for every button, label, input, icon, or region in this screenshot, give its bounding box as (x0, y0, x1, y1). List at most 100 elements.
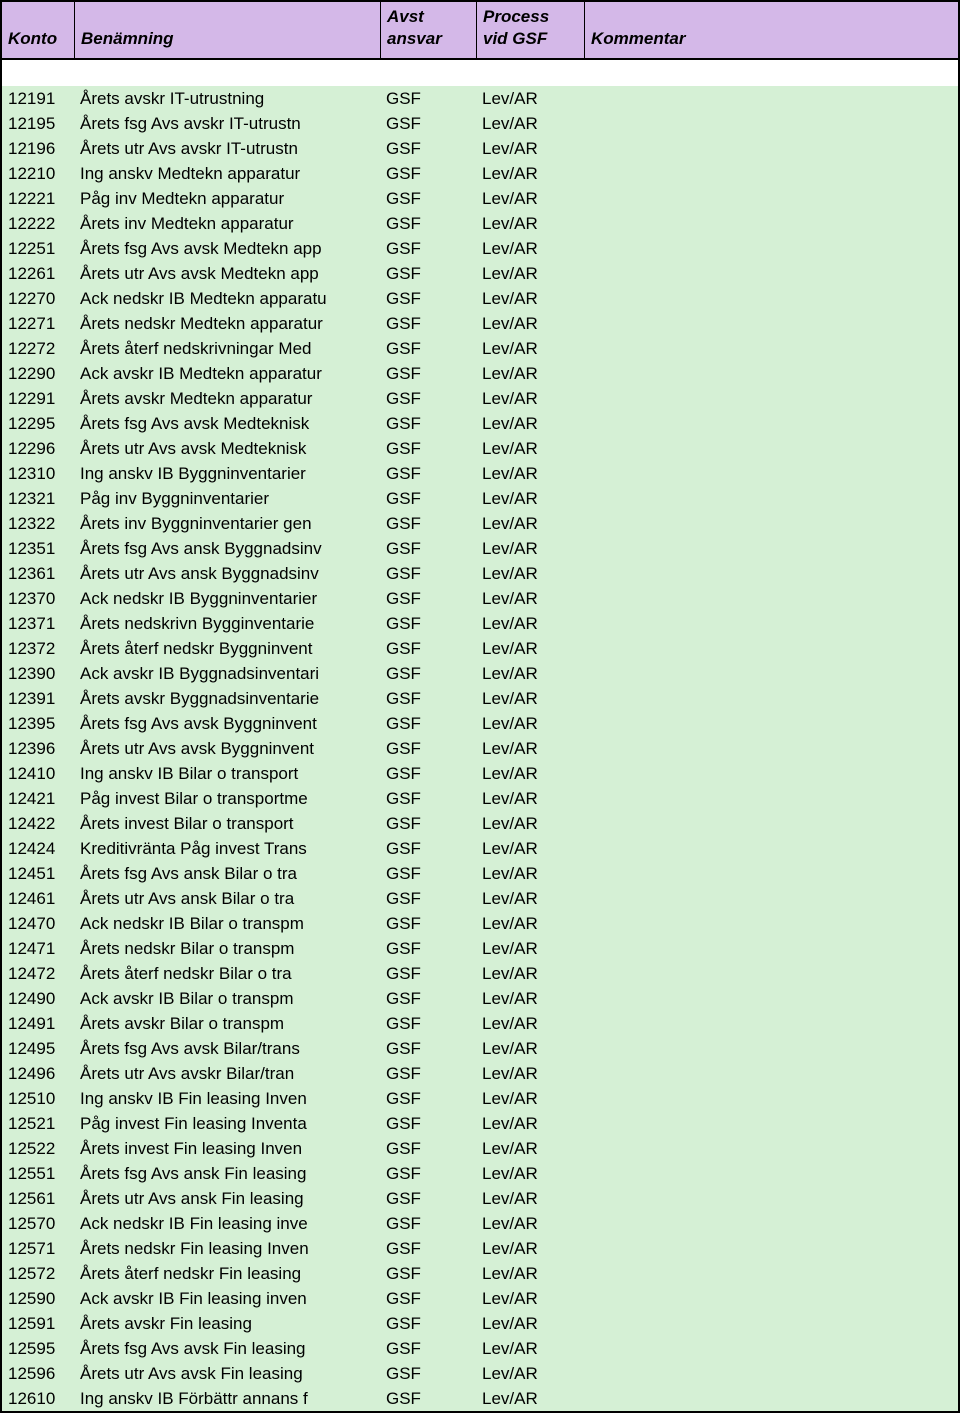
cell-avst: GSF (380, 439, 476, 459)
cell-avst: GSF (380, 664, 476, 684)
table-row: 12396Årets utr Avs avsk ByggninventGSFLe… (2, 736, 958, 761)
cell-avst: GSF (380, 1389, 476, 1409)
cell-avst: GSF (380, 889, 476, 909)
cell-process: Lev/AR (476, 1389, 584, 1409)
cell-konto: 12495 (2, 1039, 74, 1059)
cell-process: Lev/AR (476, 239, 584, 259)
cell-avst: GSF (380, 614, 476, 634)
cell-benamning: Årets avskr Medtekn apparatur (74, 389, 380, 409)
cell-benamning: Ing anskv Medtekn apparatur (74, 164, 380, 184)
table-row: 12424Kreditivränta Påg invest TransGSFLe… (2, 836, 958, 861)
cell-konto: 12195 (2, 114, 74, 134)
cell-benamning: Årets återf nedskr Bilar o tra (74, 964, 380, 984)
cell-konto: 12551 (2, 1164, 74, 1184)
table-row: 12490Ack avskr IB Bilar o transpmGSFLev/… (2, 986, 958, 1011)
cell-avst: GSF (380, 564, 476, 584)
cell-konto: 12496 (2, 1064, 74, 1084)
cell-konto: 12196 (2, 139, 74, 159)
cell-avst: GSF (380, 689, 476, 709)
cell-avst: GSF (380, 989, 476, 1009)
cell-benamning: Årets återf nedskrivningar Med (74, 339, 380, 359)
header-process: Process vid GSF (476, 2, 584, 58)
table-row: 12495Årets fsg Avs avsk Bilar/transGSFLe… (2, 1036, 958, 1061)
cell-benamning: Årets utr Avs avskr Bilar/tran (74, 1064, 380, 1084)
cell-process: Lev/AR (476, 1039, 584, 1059)
cell-process: Lev/AR (476, 939, 584, 959)
cell-benamning: Årets utr Avs avsk Byggninvent (74, 739, 380, 759)
cell-konto: 12510 (2, 1089, 74, 1109)
cell-process: Lev/AR (476, 1189, 584, 1209)
header-process-line2: vid GSF (483, 28, 578, 50)
cell-process: Lev/AR (476, 839, 584, 859)
table-row: 12296Årets utr Avs avsk MedtekniskGSFLev… (2, 436, 958, 461)
cell-konto: 12596 (2, 1364, 74, 1384)
cell-process: Lev/AR (476, 889, 584, 909)
cell-process: Lev/AR (476, 1139, 584, 1159)
table-row: 12491Årets avskr Bilar o transpmGSFLev/A… (2, 1011, 958, 1036)
cell-avst: GSF (380, 1039, 476, 1059)
cell-benamning: Årets utr Avs ansk Byggnadsinv (74, 564, 380, 584)
cell-avst: GSF (380, 939, 476, 959)
cell-avst: GSF (380, 1314, 476, 1334)
cell-benamning: Årets nedskr Fin leasing Inven (74, 1239, 380, 1259)
cell-process: Lev/AR (476, 1239, 584, 1259)
table-row: 12551Årets fsg Avs ansk Fin leasingGSFLe… (2, 1161, 958, 1186)
cell-process: Lev/AR (476, 1289, 584, 1309)
cell-process: Lev/AR (476, 989, 584, 1009)
cell-avst: GSF (380, 1139, 476, 1159)
cell-konto: 12521 (2, 1114, 74, 1134)
cell-process: Lev/AR (476, 289, 584, 309)
cell-benamning: Årets fsg Avs avsk Fin leasing (74, 1339, 380, 1359)
cell-process: Lev/AR (476, 789, 584, 809)
cell-avst: GSF (380, 1289, 476, 1309)
cell-avst: GSF (380, 839, 476, 859)
table-row: 12470Ack nedskr IB Bilar o transpmGSFLev… (2, 911, 958, 936)
cell-avst: GSF (380, 639, 476, 659)
cell-process: Lev/AR (476, 639, 584, 659)
cell-process: Lev/AR (476, 714, 584, 734)
cell-benamning: Årets avskr Fin leasing (74, 1314, 380, 1334)
cell-konto: 12395 (2, 714, 74, 734)
cell-avst: GSF (380, 1239, 476, 1259)
cell-konto: 12471 (2, 939, 74, 959)
table-row: 12390Ack avskr IB ByggnadsinventariGSFLe… (2, 661, 958, 686)
cell-benamning: Ack nedskr IB Byggninventarier (74, 589, 380, 609)
table-row: 12471Årets nedskr Bilar o transpmGSFLev/… (2, 936, 958, 961)
cell-benamning: Påg invest Fin leasing Inventa (74, 1114, 380, 1134)
cell-process: Lev/AR (476, 189, 584, 209)
cell-benamning: Årets utr Avs ansk Fin leasing (74, 1189, 380, 1209)
cell-konto: 12390 (2, 664, 74, 684)
cell-benamning: Årets inv Byggninventarier gen (74, 514, 380, 534)
cell-avst: GSF (380, 1189, 476, 1209)
cell-benamning: Årets inv Medtekn apparatur (74, 214, 380, 234)
cell-process: Lev/AR (476, 1364, 584, 1384)
cell-konto: 12222 (2, 214, 74, 234)
cell-konto: 12590 (2, 1289, 74, 1309)
cell-benamning: Ack avskr IB Bilar o transpm (74, 989, 380, 1009)
cell-avst: GSF (380, 814, 476, 834)
cell-konto: 12424 (2, 839, 74, 859)
cell-avst: GSF (380, 489, 476, 509)
table-row: 12291Årets avskr Medtekn apparaturGSFLev… (2, 386, 958, 411)
cell-process: Lev/AR (476, 1014, 584, 1034)
cell-konto: 12372 (2, 639, 74, 659)
cell-avst: GSF (380, 1339, 476, 1359)
cell-process: Lev/AR (476, 1339, 584, 1359)
cell-benamning: Ing anskv IB Förbättr annans f (74, 1389, 380, 1409)
cell-avst: GSF (380, 589, 476, 609)
cell-benamning: Årets avskr IT-utrustning (74, 89, 380, 109)
cell-avst: GSF (380, 1114, 476, 1134)
table-row: 12570Ack nedskr IB Fin leasing inveGSFLe… (2, 1211, 958, 1236)
cell-avst: GSF (380, 164, 476, 184)
spacer-row (2, 60, 958, 86)
cell-avst: GSF (380, 464, 476, 484)
table-row: 12196Årets utr Avs avskr IT-utrustnGSFLe… (2, 136, 958, 161)
table-row: 12270Ack nedskr IB Medtekn apparatuGSFLe… (2, 286, 958, 311)
cell-konto: 12271 (2, 314, 74, 334)
cell-avst: GSF (380, 139, 476, 159)
table-row: 12410Ing anskv IB Bilar o transportGSFLe… (2, 761, 958, 786)
cell-konto: 12221 (2, 189, 74, 209)
cell-konto: 12295 (2, 414, 74, 434)
cell-avst: GSF (380, 414, 476, 434)
cell-avst: GSF (380, 114, 476, 134)
